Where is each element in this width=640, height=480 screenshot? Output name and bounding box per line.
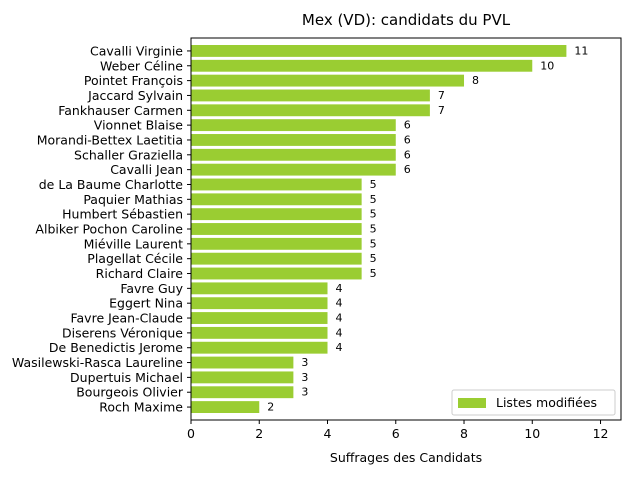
category-label: Roch Maxime xyxy=(99,400,183,415)
legend-label: Listes modifiées xyxy=(496,395,597,410)
bar xyxy=(191,148,396,161)
bar xyxy=(191,208,362,221)
legend: Listes modifiées xyxy=(451,389,616,416)
legend-box xyxy=(451,389,616,416)
x-tick-label: 2 xyxy=(255,426,263,441)
bar xyxy=(191,341,328,354)
bar xyxy=(191,356,294,369)
category-label: Miéville Laurent xyxy=(84,236,183,251)
category-label: De Benedictis Jerome xyxy=(49,340,183,355)
data-label: 3 xyxy=(301,356,308,369)
category-label: Favre Guy xyxy=(120,281,183,296)
category-label: Eggert Nina xyxy=(109,296,183,311)
category-label: Albiker Pochon Caroline xyxy=(35,222,183,237)
data-label: 7 xyxy=(438,89,445,102)
data-label: 5 xyxy=(370,208,377,221)
data-label: 5 xyxy=(370,237,377,250)
data-label: 3 xyxy=(301,386,308,399)
data-label: 6 xyxy=(404,133,411,146)
data-label: 4 xyxy=(336,297,343,310)
bar xyxy=(191,237,362,250)
category-label: Humbert Sébastien xyxy=(62,207,183,222)
x-axis-label: Suffrages des Candidats xyxy=(330,450,482,465)
bar xyxy=(191,59,533,72)
category-label: Vionnet Blaise xyxy=(94,118,184,133)
category-label: Weber Céline xyxy=(100,58,183,73)
data-label: 5 xyxy=(370,252,377,265)
bar xyxy=(191,89,430,102)
category-label: Jaccard Sylvain xyxy=(87,88,183,103)
x-tick-label: 0 xyxy=(187,426,195,441)
category-label: de La Baume Charlotte xyxy=(39,177,184,192)
category-label: Cavalli Jean xyxy=(110,162,183,177)
x-tick-label: 6 xyxy=(392,426,400,441)
data-label: 4 xyxy=(336,312,343,325)
bar xyxy=(191,134,396,146)
x-tick-label: 12 xyxy=(593,426,609,441)
bar xyxy=(191,193,362,206)
bars-group xyxy=(191,45,567,413)
bar xyxy=(191,178,362,191)
data-label: 11 xyxy=(574,44,588,57)
x-axis: 0 2 4 6 8 10 12 xyxy=(187,420,608,441)
bar xyxy=(191,386,294,399)
category-label: Richard Claire xyxy=(96,266,184,281)
category-label: Wasilewski-Rasca Laureline xyxy=(12,355,183,370)
data-label: 5 xyxy=(370,178,377,191)
x-tick-label: 4 xyxy=(324,426,332,441)
bar xyxy=(191,371,294,384)
x-tick-label: 10 xyxy=(524,426,540,441)
bar xyxy=(191,326,328,339)
data-label: 4 xyxy=(336,326,343,339)
data-label: 6 xyxy=(404,119,411,132)
data-label: 4 xyxy=(336,341,343,354)
bar xyxy=(191,282,328,295)
category-label: Schaller Graziella xyxy=(74,147,183,162)
bar xyxy=(191,252,362,265)
bar xyxy=(191,312,328,324)
data-label: 7 xyxy=(438,104,445,117)
category-label: Favre Jean-Claude xyxy=(70,311,183,326)
plot-frame xyxy=(190,37,622,421)
chart-title: Mex (VD): candidats du PVL xyxy=(302,11,511,29)
bar xyxy=(191,163,396,176)
bar xyxy=(191,104,430,117)
x-tick-label: 8 xyxy=(460,426,468,441)
category-label: Paquier Mathias xyxy=(83,192,183,207)
data-label: 5 xyxy=(370,267,377,280)
bar xyxy=(191,119,396,132)
category-label: Dupertuis Michael xyxy=(70,370,183,385)
category-label: Pointet François xyxy=(84,73,183,88)
bar xyxy=(191,45,567,57)
category-label: Morandi-Bettex Laetitia xyxy=(37,132,183,147)
category-label: Bourgeois Olivier xyxy=(76,385,184,400)
data-label: 4 xyxy=(336,282,343,295)
bar xyxy=(191,401,260,413)
data-label: 6 xyxy=(404,148,411,161)
category-label: Diserens Véronique xyxy=(62,325,183,340)
category-label: Plagellat Cécile xyxy=(87,251,183,266)
bar xyxy=(191,223,362,235)
data-label: 10 xyxy=(540,59,554,72)
data-label: 8 xyxy=(472,74,479,87)
bar xyxy=(191,74,465,87)
bar xyxy=(191,267,362,280)
legend-swatch xyxy=(458,398,486,408)
data-label: 6 xyxy=(404,163,411,176)
data-label: 2 xyxy=(267,401,274,414)
data-label: 5 xyxy=(370,223,377,236)
bar xyxy=(191,297,328,310)
data-label: 3 xyxy=(301,371,308,384)
category-label: Cavalli Virginie xyxy=(90,43,183,58)
data-label: 5 xyxy=(370,193,377,206)
category-label: Fankhauser Carmen xyxy=(58,103,183,118)
